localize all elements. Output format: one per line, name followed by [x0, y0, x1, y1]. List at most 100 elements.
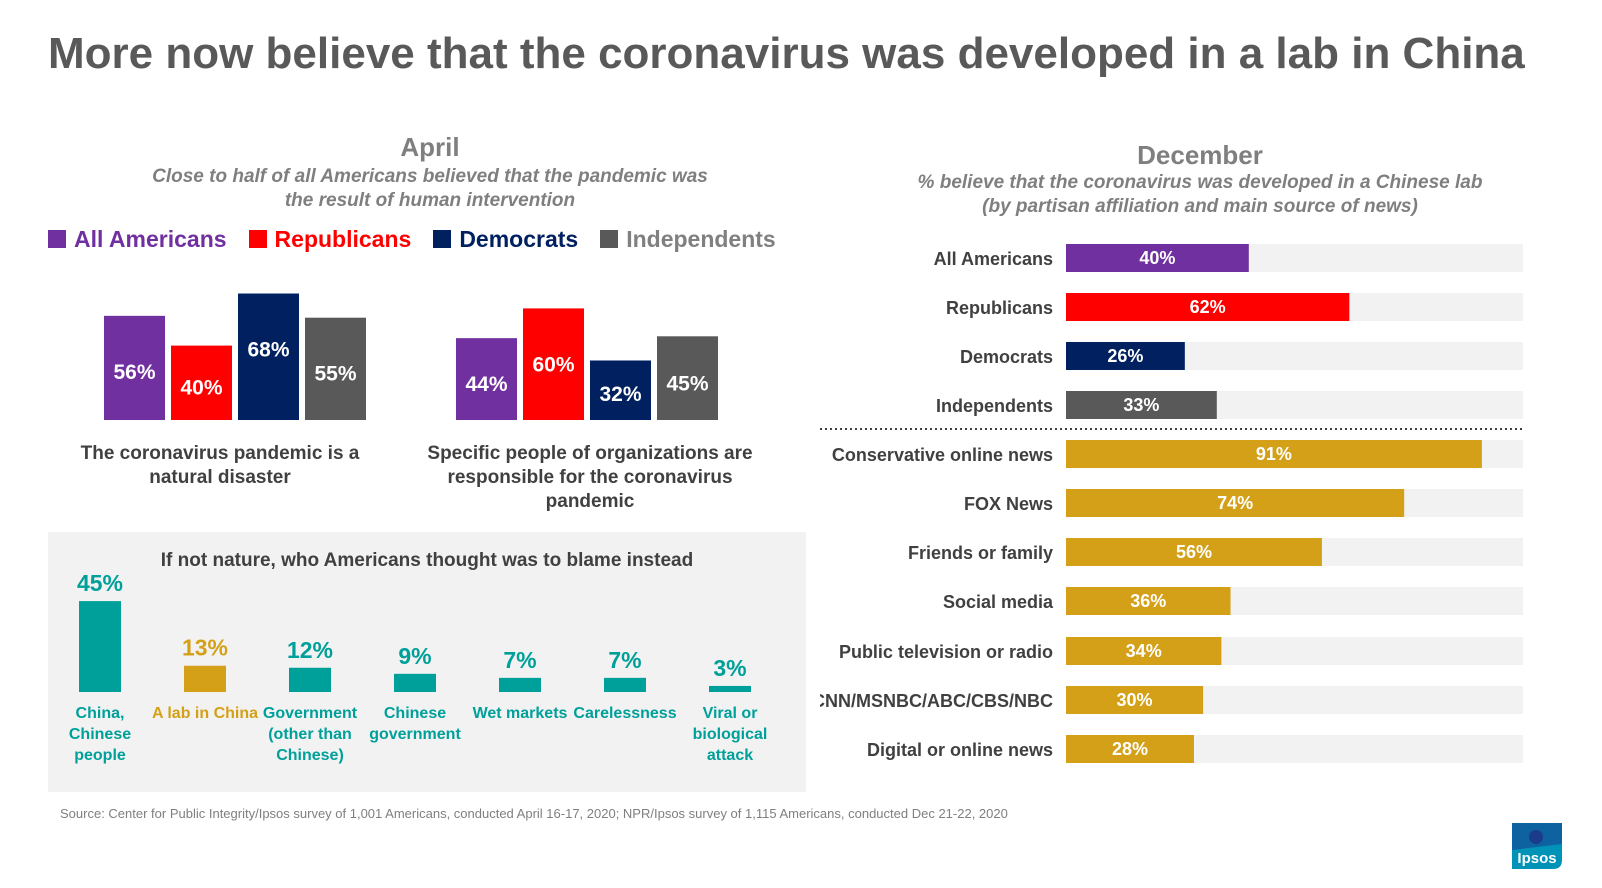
bar	[1066, 489, 1405, 517]
legend-swatch	[248, 230, 267, 248]
bar	[523, 308, 584, 420]
category-label: Democrats	[960, 347, 1053, 367]
category-label: Chinese	[384, 705, 446, 722]
category-label: people	[74, 747, 126, 764]
bar	[1066, 735, 1194, 763]
category-label: Government	[263, 705, 358, 722]
bar	[1066, 587, 1231, 615]
data-label: 44%	[465, 373, 507, 396]
data-label: 12%	[287, 637, 333, 663]
data-label: 7%	[503, 647, 536, 673]
data-label: 55%	[314, 363, 356, 386]
legend-label: Democrats	[459, 225, 579, 252]
data-label: 45%	[666, 372, 708, 395]
data-label: 34%	[1126, 641, 1162, 661]
data-label: 32%	[599, 383, 641, 406]
data-label: 40%	[1139, 248, 1175, 268]
data-label: 7%	[608, 647, 641, 673]
december-subtitle-line-1: % believe that the coronavirus was devel…	[917, 172, 1483, 193]
bar	[305, 317, 366, 420]
caption-line: The coronavirus pandemic is a	[80, 443, 360, 464]
legend-item-all-americans: All Americans	[48, 226, 227, 253]
data-label: 56%	[1176, 542, 1212, 562]
data-label: 36%	[1130, 591, 1166, 611]
category-label: A lab in China	[152, 705, 258, 722]
december-subtitle: % believe that the coronavirus was devel…	[860, 171, 1540, 219]
bar	[238, 293, 299, 420]
category-label: Republicans	[946, 298, 1053, 318]
bar	[456, 338, 517, 420]
bar	[1066, 538, 1322, 566]
category-label: Social media	[943, 592, 1054, 612]
legend-label: All Americans	[74, 225, 227, 252]
category-label: Wet markets	[473, 705, 568, 722]
april-subtitle-line-2: the result of human intervention	[284, 190, 576, 211]
data-label: 9%	[398, 643, 431, 669]
page-title: More now believe that the coronavirus wa…	[48, 29, 1525, 78]
december-title: December	[1137, 140, 1263, 170]
bar	[1066, 342, 1185, 370]
blame-panel-title: If not nature, who Americans thought was…	[160, 550, 694, 571]
legend-swatch	[48, 230, 66, 248]
category-label: Viral or	[703, 705, 758, 722]
category-label: biological	[693, 726, 768, 743]
legend-label: Republicans	[274, 225, 412, 252]
category-label: Conservative online news	[832, 445, 1053, 465]
bar	[1066, 391, 1217, 419]
april-title: April	[400, 132, 460, 162]
bar	[1066, 637, 1222, 665]
bar	[104, 315, 165, 420]
bar	[79, 601, 121, 692]
data-label: 26%	[1107, 346, 1143, 366]
bar	[184, 665, 226, 692]
data-label: 60%	[532, 353, 574, 376]
blame-bar-chart: 45% China, Chinese people 13% A lab in China 1…	[69, 570, 768, 764]
bar	[657, 336, 718, 420]
legend-swatch	[600, 230, 619, 248]
legend-label: Independents	[626, 225, 776, 252]
data-label: 30%	[1117, 690, 1153, 710]
category-label: All Americans	[934, 249, 1053, 269]
category-label: Chinese)	[276, 747, 344, 764]
category-label: (other than	[268, 726, 352, 743]
logo-text: Ipsos	[1517, 850, 1556, 867]
december-bar-chart: 40% All Americans 62% Republicans 26% Democra…	[820, 244, 1525, 763]
bar	[1066, 686, 1204, 714]
bar	[604, 677, 646, 692]
caption-natural-disaster: The coronavirus pandemic is a natural di…	[60, 442, 380, 490]
data-label: 56%	[113, 361, 155, 384]
data-label: 13%	[182, 635, 228, 661]
blame-panel: If not nature, who Americans thought was…	[48, 532, 806, 792]
bar	[394, 673, 436, 692]
data-label: 3%	[713, 655, 746, 681]
caption-line: pandemic	[545, 491, 635, 512]
legend-item-democrats: Democrats	[433, 226, 578, 253]
category-label: attack	[707, 747, 753, 764]
data-label: 91%	[1256, 444, 1292, 464]
data-label: 68%	[247, 339, 289, 362]
april-bar-chart: 56% 44% 40% 60% 68% 32% 55% 45%	[104, 293, 718, 420]
caption-line: natural disaster	[149, 467, 291, 488]
april-subtitle: Close to half of all Americans believed …	[100, 165, 760, 213]
bar	[1066, 244, 1249, 272]
category-label: China,	[76, 705, 125, 722]
bar	[289, 667, 331, 692]
category-label: Independents	[936, 396, 1053, 416]
data-label: 33%	[1123, 395, 1159, 415]
legend-item-independents: Independents	[600, 226, 776, 253]
bar	[499, 677, 541, 692]
category-label: Carelessness	[573, 705, 676, 722]
data-label: 40%	[180, 377, 222, 400]
legend-swatch	[433, 230, 452, 248]
bar	[171, 345, 232, 420]
legend-item-republicans: Republicans	[248, 225, 412, 253]
data-label: 62%	[1190, 297, 1226, 317]
caption-line: responsible for the coronavirus	[447, 467, 733, 488]
data-label: 28%	[1112, 739, 1148, 759]
caption-specific-people: Specific people of organizations are res…	[405, 442, 775, 514]
source-note: Source: Center for Public Integrity/Ipso…	[60, 806, 1008, 821]
caption-line: Specific people of organizations are	[427, 443, 753, 464]
bar	[590, 360, 651, 420]
category-label: CNN/MSNBC/ABC/CBS/NBC	[820, 691, 1053, 711]
category-label: Digital or online news	[867, 740, 1053, 760]
